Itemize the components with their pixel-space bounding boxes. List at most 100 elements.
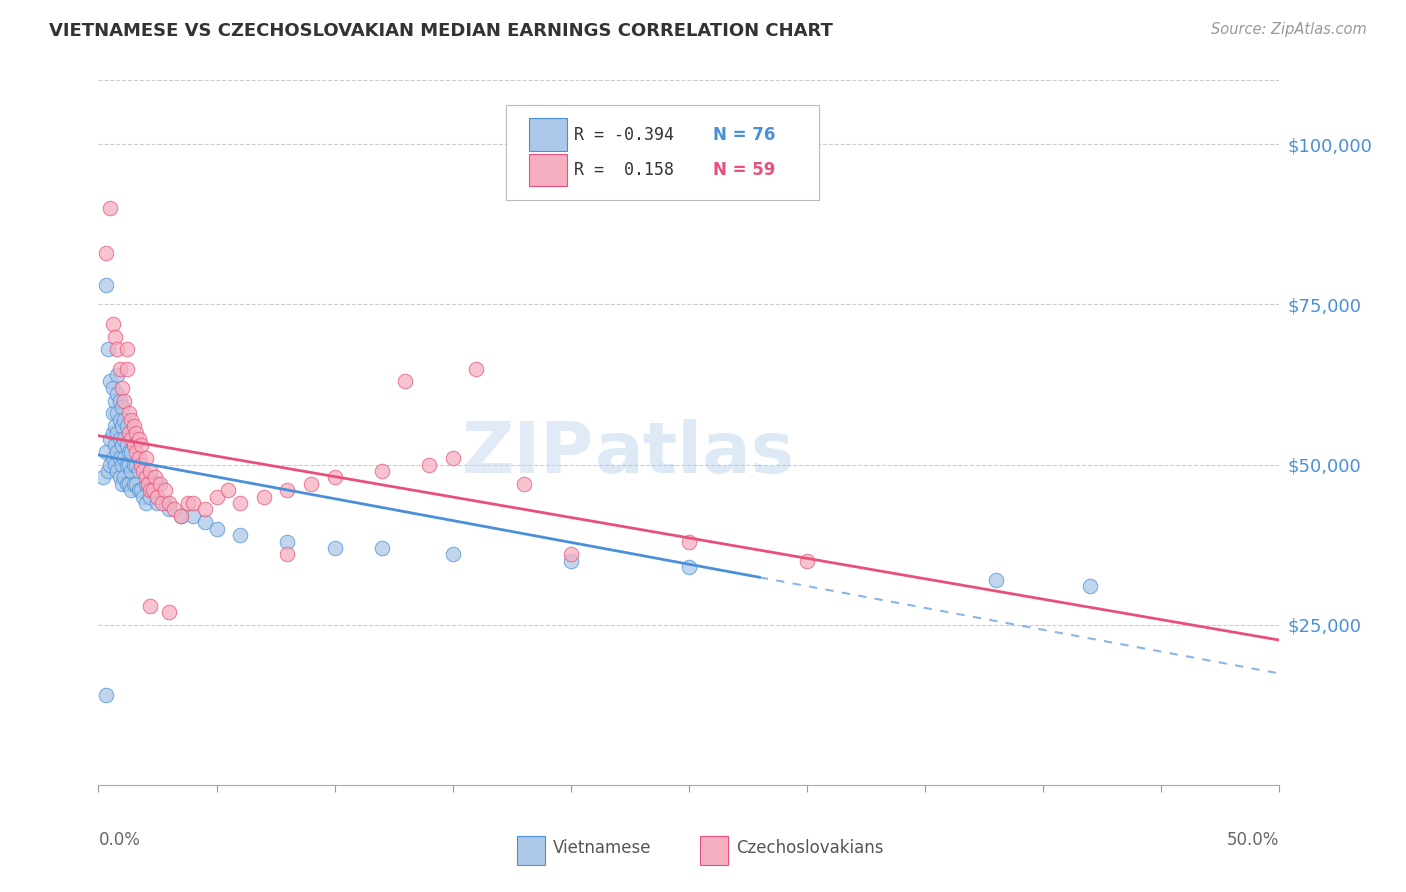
Point	[115, 343, 138, 357]
Text: N = 76: N = 76	[713, 126, 775, 144]
Point	[157, 605, 180, 619]
Point	[112, 432, 135, 446]
Point	[135, 476, 157, 491]
Point	[205, 490, 228, 504]
Point	[118, 476, 141, 491]
Point	[98, 458, 121, 472]
Point	[229, 528, 252, 542]
Point	[122, 419, 145, 434]
Point	[115, 458, 138, 472]
Point	[118, 406, 141, 420]
Point	[153, 496, 176, 510]
Point	[108, 413, 131, 427]
Text: Vietnamese: Vietnamese	[553, 839, 651, 857]
Point	[104, 393, 127, 408]
Point	[276, 483, 298, 498]
Point	[181, 496, 204, 510]
Point	[217, 483, 239, 498]
Point	[125, 425, 148, 440]
FancyBboxPatch shape	[516, 837, 546, 864]
Point	[115, 476, 138, 491]
Point	[101, 406, 124, 420]
Point	[132, 464, 155, 478]
FancyBboxPatch shape	[506, 105, 818, 200]
Point	[129, 483, 152, 498]
Point	[105, 406, 128, 420]
Point	[108, 361, 131, 376]
Point	[139, 464, 162, 478]
Point	[105, 425, 128, 440]
FancyBboxPatch shape	[530, 119, 567, 151]
Point	[112, 413, 135, 427]
Point	[94, 278, 117, 293]
Point	[118, 425, 141, 440]
Point	[128, 464, 150, 478]
Point	[163, 502, 186, 516]
Point	[441, 451, 464, 466]
Point	[142, 483, 165, 498]
Point	[118, 445, 141, 459]
Point	[111, 476, 134, 491]
Point	[98, 202, 121, 216]
Text: VIETNAMESE VS CZECHOSLOVAKIAN MEDIAN EARNINGS CORRELATION CHART: VIETNAMESE VS CZECHOSLOVAKIAN MEDIAN EAR…	[49, 22, 834, 40]
Text: Czechoslovakians: Czechoslovakians	[737, 839, 884, 857]
Point	[139, 599, 162, 613]
Point	[101, 317, 124, 331]
Point	[129, 438, 152, 452]
Point	[229, 496, 252, 510]
Point	[97, 464, 120, 478]
Point	[105, 368, 128, 382]
Point	[139, 470, 162, 484]
Point	[122, 476, 145, 491]
Point	[170, 508, 193, 523]
Point	[97, 343, 120, 357]
Point	[128, 451, 150, 466]
Point	[115, 438, 138, 452]
Point	[194, 502, 217, 516]
Point	[560, 554, 582, 568]
FancyBboxPatch shape	[530, 153, 567, 186]
Point	[108, 470, 131, 484]
Point	[149, 476, 172, 491]
Y-axis label: Median Earnings: Median Earnings	[0, 364, 8, 501]
Point	[125, 476, 148, 491]
Point	[139, 490, 162, 504]
Point	[105, 343, 128, 357]
Point	[105, 387, 128, 401]
Point	[146, 490, 169, 504]
Point	[1080, 579, 1102, 593]
Point	[984, 573, 1007, 587]
Point	[121, 413, 143, 427]
Point	[128, 483, 150, 498]
Point	[101, 425, 124, 440]
Point	[112, 393, 135, 408]
Point	[465, 361, 488, 376]
Point	[371, 464, 394, 478]
Text: 50.0%: 50.0%	[1227, 830, 1279, 849]
Point	[135, 451, 157, 466]
Point	[112, 451, 135, 466]
FancyBboxPatch shape	[700, 837, 728, 864]
Text: 0.0%: 0.0%	[98, 830, 141, 849]
Point	[98, 375, 121, 389]
Point	[512, 476, 534, 491]
Point	[118, 458, 141, 472]
Point	[105, 445, 128, 459]
Point	[94, 445, 117, 459]
Point	[128, 432, 150, 446]
Point	[108, 451, 131, 466]
Point	[98, 432, 121, 446]
Point	[371, 541, 394, 555]
Text: Source: ZipAtlas.com: Source: ZipAtlas.com	[1211, 22, 1367, 37]
Point	[111, 458, 134, 472]
Point	[129, 458, 152, 472]
Text: R =  0.158: R = 0.158	[575, 161, 675, 178]
Point	[136, 476, 159, 491]
Point	[157, 496, 180, 510]
Point	[146, 496, 169, 510]
Point	[560, 547, 582, 561]
Point	[108, 393, 131, 408]
Point	[157, 502, 180, 516]
Point	[91, 470, 114, 484]
Point	[678, 534, 700, 549]
